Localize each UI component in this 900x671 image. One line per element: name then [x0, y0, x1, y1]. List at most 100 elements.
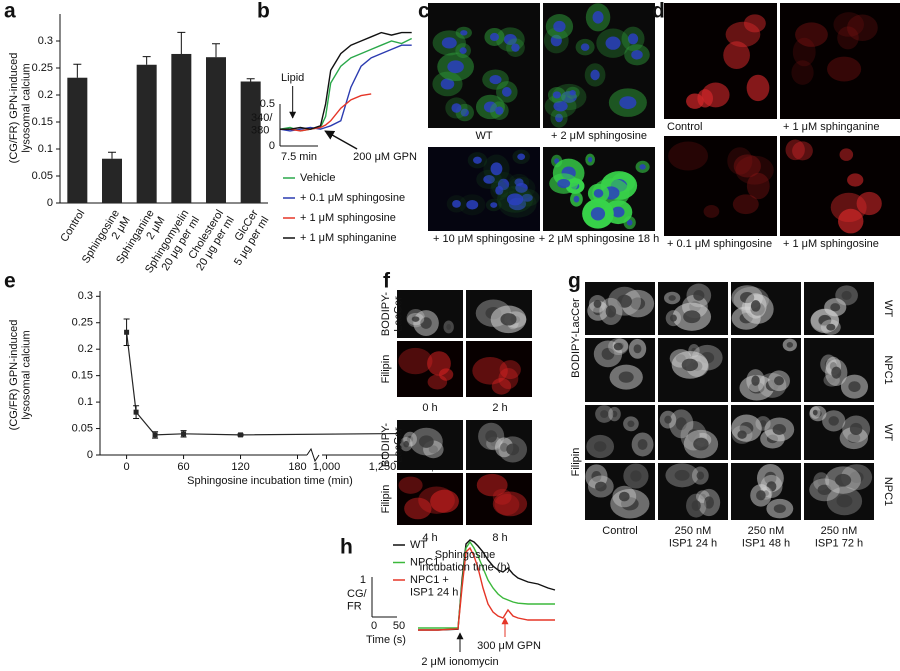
nucleus	[748, 382, 765, 394]
nucleus	[605, 36, 621, 50]
cell	[430, 489, 459, 513]
panel-label: g	[568, 270, 581, 293]
caption: + 1 μM sphinganine	[783, 121, 880, 133]
bar	[136, 64, 157, 203]
nucleus	[552, 91, 561, 99]
y-tick-label: 0.15	[32, 116, 53, 128]
cell	[476, 473, 508, 497]
caption: 250 nM ISP1 48 h	[742, 525, 790, 550]
caption: 250 nM ISP1 24 h	[669, 525, 717, 550]
cell	[491, 377, 512, 395]
nucleus	[490, 202, 498, 208]
nucleus	[595, 481, 607, 492]
nucleus	[593, 441, 607, 452]
nucleus	[555, 113, 563, 123]
nucleus	[786, 342, 794, 348]
cell	[856, 191, 882, 216]
nucleus	[627, 420, 635, 428]
legend-label: + 1 μM sphingosine	[300, 212, 396, 224]
cell	[418, 486, 455, 514]
nucleus	[633, 344, 642, 354]
nucleus	[506, 193, 524, 206]
nucleus	[669, 314, 677, 322]
nucleus	[587, 156, 593, 163]
row-label: NPC1	[882, 477, 894, 506]
nucleus	[593, 306, 603, 316]
marker	[124, 329, 130, 335]
legend-label: NPC1	[410, 556, 439, 568]
error-bar	[246, 78, 255, 82]
cell	[686, 93, 704, 109]
annotation: Lipid	[281, 72, 304, 84]
cell	[494, 493, 520, 516]
y-tick-label: 0.05	[72, 422, 93, 434]
nucleus	[674, 469, 690, 481]
bar	[206, 57, 226, 204]
error-bar	[108, 151, 116, 159]
caption: + 2 μM sphingosine	[551, 130, 647, 142]
nucleus	[740, 292, 755, 304]
nucleus	[495, 185, 504, 195]
row-label: BODIPY-LacCer	[570, 298, 582, 378]
caption: + 0.1 μM sphingosine	[667, 238, 772, 250]
nucleus	[826, 323, 836, 331]
x-tick-label: 1,000	[313, 461, 341, 473]
nucleus	[836, 494, 853, 508]
x-tick-label: 180	[288, 461, 306, 473]
cell	[847, 173, 864, 187]
y-tick-label: 0.25	[32, 62, 53, 74]
nucleus	[611, 410, 618, 418]
nucleus	[766, 434, 778, 444]
micrograph	[466, 420, 532, 470]
nucleus	[639, 164, 646, 170]
x-axis-label: Sphingosine incubation time (min)	[187, 475, 353, 487]
annotation: 300 μM GPN	[477, 640, 541, 652]
nucleus	[503, 34, 517, 45]
y-axis-label: (CG/FR) GPN-inducedlysosomal calcium	[8, 53, 33, 164]
nucleus	[618, 371, 634, 383]
nucleus	[521, 193, 533, 202]
nucleus	[699, 493, 706, 500]
arrow	[324, 130, 358, 150]
cell	[791, 60, 814, 85]
cell	[792, 141, 813, 161]
nucleus	[834, 473, 852, 487]
cell	[703, 204, 720, 218]
trace	[279, 37, 413, 132]
nucleus	[517, 153, 526, 160]
y-tick-label: 0.25	[72, 317, 93, 329]
nucleus	[637, 439, 648, 450]
nucleus	[557, 178, 571, 189]
nucleus	[500, 442, 509, 452]
nucleus	[411, 316, 420, 322]
cell	[792, 37, 816, 67]
nucleus	[619, 96, 637, 110]
nucleus	[812, 409, 818, 416]
nucleus	[817, 477, 825, 486]
nucleus	[605, 305, 617, 318]
nucleus	[693, 437, 709, 451]
cell	[492, 491, 528, 517]
nucleus	[751, 375, 760, 386]
legend-label: NPC1 + ISP1 24 h	[410, 574, 458, 599]
row-label: WT	[882, 300, 894, 317]
nucleus	[418, 435, 434, 448]
nucleus	[466, 200, 479, 210]
nucleus	[553, 20, 566, 33]
line	[126, 332, 426, 436]
panel-label: a	[4, 0, 16, 23]
nucleus	[827, 377, 836, 384]
bar	[67, 77, 88, 203]
marker	[238, 432, 244, 438]
nucleus	[569, 90, 576, 96]
nucleus	[591, 471, 602, 482]
y-tick-label: 0.05	[32, 170, 53, 182]
bar	[102, 158, 122, 203]
cell	[830, 192, 867, 223]
nucleus	[756, 490, 766, 501]
x-label: Sphingosine incubation time (h)	[420, 549, 511, 574]
cell	[735, 155, 774, 185]
nucleus	[631, 50, 643, 60]
cell	[725, 21, 761, 48]
